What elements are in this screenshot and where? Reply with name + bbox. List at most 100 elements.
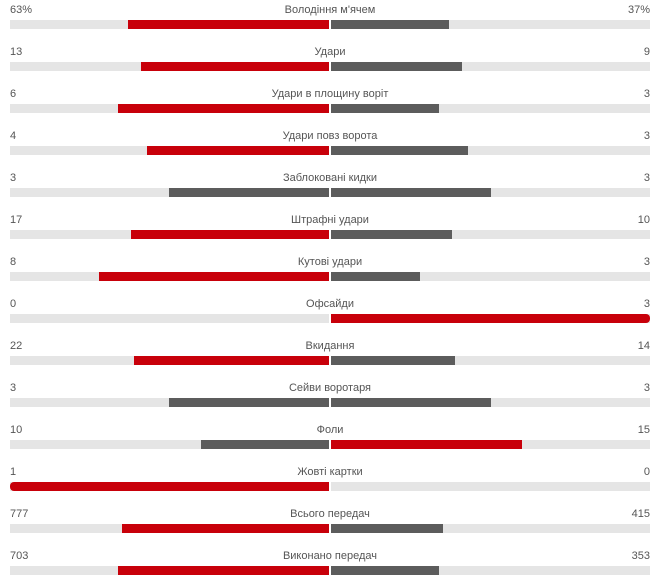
stat-row: 3 Сейви воротаря 3 <box>10 378 650 420</box>
stat-name: Фоли <box>316 424 344 436</box>
away-bar-fill <box>331 230 452 239</box>
stat-name: Офсайди <box>306 298 354 310</box>
home-bar-fill <box>10 482 329 491</box>
away-bar-track <box>331 356 650 365</box>
stat-row: 3 Заблоковані кидки 3 <box>10 168 650 210</box>
stat-row: 17 Штрафні удари 10 <box>10 210 650 252</box>
away-bar-track <box>331 62 650 71</box>
away-value: 9 <box>643 46 650 58</box>
away-bar-track <box>331 524 650 533</box>
away-bar-track <box>331 566 650 575</box>
away-value: 37% <box>627 4 650 16</box>
away-bar-track <box>331 398 650 407</box>
away-bar-fill <box>331 314 650 323</box>
stat-name: Виконано передач <box>282 550 378 562</box>
stat-name: Всього передач <box>290 508 370 520</box>
home-bar-track <box>10 20 329 29</box>
away-bar-fill <box>331 440 522 449</box>
stat-row: 703 Виконано передач 353 <box>10 546 650 588</box>
away-bar-track <box>331 188 650 197</box>
stat-name: Заблоковані кидки <box>282 172 378 184</box>
stat-row: 22 Вкидання 14 <box>10 336 650 378</box>
stat-name: Кутові удари <box>297 256 363 268</box>
away-bar-fill <box>331 188 491 197</box>
home-bar-fill <box>128 20 329 29</box>
home-value: 3 <box>10 172 17 184</box>
stat-name: Сейви воротаря <box>288 382 372 394</box>
home-value: 703 <box>10 550 29 562</box>
stat-row: 0 Офсайди 3 <box>10 294 650 336</box>
home-bar-fill <box>122 524 329 533</box>
home-bar-track <box>10 62 329 71</box>
home-value: 22 <box>10 340 23 352</box>
stat-row: 10 Фоли 15 <box>10 420 650 462</box>
away-bar-track <box>331 146 650 155</box>
home-bar-track <box>10 146 329 155</box>
home-bar-track <box>10 314 329 323</box>
home-bar-fill <box>99 272 329 281</box>
home-value: 1 <box>10 466 17 478</box>
home-value: 17 <box>10 214 23 226</box>
away-bar-fill <box>331 104 439 113</box>
away-bar-track <box>331 230 650 239</box>
away-value: 353 <box>631 550 650 562</box>
away-bar-fill <box>331 62 462 71</box>
away-value: 3 <box>643 130 650 142</box>
away-value: 415 <box>631 508 650 520</box>
away-bar-fill <box>331 524 443 533</box>
away-bar-fill <box>331 356 455 365</box>
home-bar-fill <box>134 356 329 365</box>
home-bar-track <box>10 524 329 533</box>
away-bar-track <box>331 104 650 113</box>
home-bar-fill <box>118 104 329 113</box>
stat-row: 6 Удари в площину воріт 3 <box>10 84 650 126</box>
home-bar-fill <box>131 230 329 239</box>
home-bar-track <box>10 356 329 365</box>
away-bar-track <box>331 272 650 281</box>
home-bar-track <box>10 440 329 449</box>
home-value: 3 <box>10 382 17 394</box>
away-bar-fill <box>331 146 468 155</box>
home-value: 4 <box>10 130 17 142</box>
stat-name: Жовті картки <box>297 466 363 478</box>
home-value: 63% <box>10 4 33 16</box>
home-bar-track <box>10 230 329 239</box>
away-bar-fill <box>331 20 449 29</box>
home-value: 13 <box>10 46 23 58</box>
stat-name: Удари повз ворота <box>282 130 378 142</box>
stat-name: Удари <box>314 46 346 58</box>
home-bar-track <box>10 482 329 491</box>
away-bar-fill <box>331 566 439 575</box>
home-bar-track <box>10 104 329 113</box>
home-bar-track <box>10 272 329 281</box>
home-value: 8 <box>10 256 17 268</box>
home-bar-track <box>10 188 329 197</box>
home-bar-track <box>10 566 329 575</box>
stat-row: 13 Удари 9 <box>10 42 650 84</box>
away-bar-track <box>331 440 650 449</box>
home-value: 10 <box>10 424 23 436</box>
stat-name: Володіння м'ячем <box>284 4 376 16</box>
stat-row: 777 Всього передач 415 <box>10 504 650 546</box>
home-bar-fill <box>118 566 329 575</box>
away-bar-track <box>331 482 650 491</box>
home-bar-track <box>10 398 329 407</box>
stat-row: 8 Кутові удари 3 <box>10 252 650 294</box>
away-bar-track <box>331 20 650 29</box>
away-bar-track <box>331 314 650 323</box>
home-bar-fill <box>169 188 329 197</box>
away-value: 0 <box>643 466 650 478</box>
away-bar-fill <box>331 272 420 281</box>
away-value: 3 <box>643 298 650 310</box>
home-bar-fill <box>201 440 329 449</box>
away-value: 3 <box>643 172 650 184</box>
home-value: 0 <box>10 298 17 310</box>
away-bar-fill <box>331 398 491 407</box>
away-value: 3 <box>643 88 650 100</box>
home-bar-fill <box>141 62 329 71</box>
away-value: 3 <box>643 256 650 268</box>
home-value: 777 <box>10 508 29 520</box>
stat-name: Штрафні удари <box>291 214 369 226</box>
home-value: 6 <box>10 88 17 100</box>
